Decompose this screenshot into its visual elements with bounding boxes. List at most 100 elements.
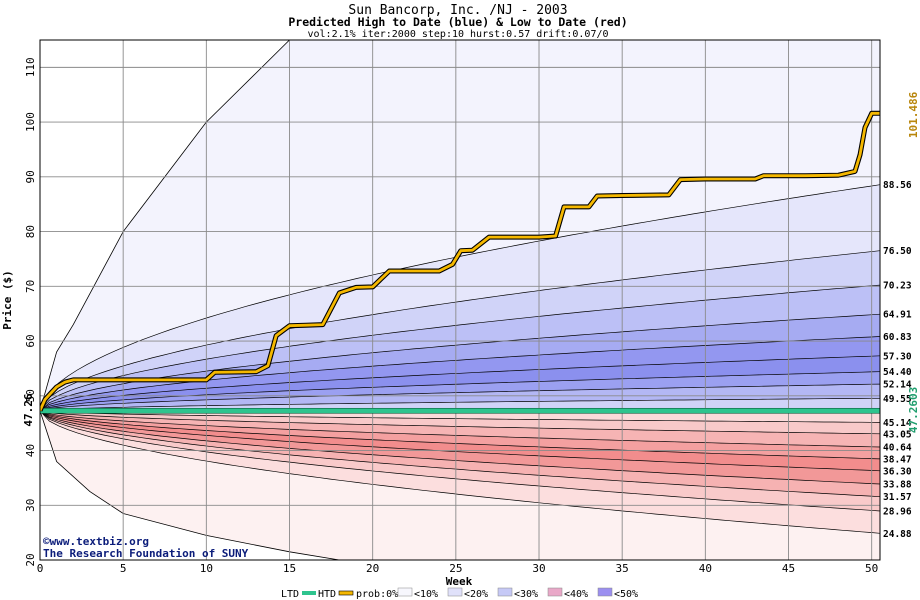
lower-band-value-label: 45.14 bbox=[883, 418, 912, 429]
legend-prob-swatch bbox=[547, 587, 563, 597]
upper-band-line-5 bbox=[40, 355, 880, 412]
lower-band-value-label: 24.88 bbox=[883, 529, 912, 540]
legend-prob-item-label: <20% bbox=[464, 589, 488, 600]
upper-band-value-label: 60.83 bbox=[883, 332, 912, 343]
lower-band-2 bbox=[40, 410, 880, 447]
upper-band-value-label: 88.56 bbox=[883, 180, 912, 191]
x-tick-label: 20 bbox=[366, 562, 379, 575]
y-tick-label: 50 bbox=[24, 389, 37, 402]
x-tick-label: 35 bbox=[616, 562, 629, 575]
y-tick-label: 30 bbox=[24, 499, 37, 512]
start-price-label: 47.26 bbox=[22, 393, 35, 426]
upper-band-line-8 bbox=[40, 397, 880, 412]
lower-band-line-8 bbox=[40, 410, 880, 534]
upper-band-5 bbox=[40, 355, 880, 411]
legend-prob-label: prob:0% bbox=[356, 589, 398, 600]
x-tick-label: 15 bbox=[283, 562, 296, 575]
watermark-line1: ©www.textbiz.org bbox=[43, 535, 149, 548]
chart-params: vol:2.1% iter:2000 step:10 hurst:0.57 dr… bbox=[307, 29, 608, 40]
lower-band-line-4 bbox=[40, 410, 880, 472]
lower-band-0 bbox=[40, 410, 880, 423]
upper-envelope-line bbox=[40, 40, 290, 411]
plot-frame bbox=[39, 39, 881, 561]
chart-subtitle: Predicted High to Date (blue) & Low to D… bbox=[288, 15, 627, 29]
plot-area: 0 5 10 15 20 25 30 35 40 45 50 20 30 40 50 60 70 80 90 100 1… bbox=[24, 39, 912, 575]
legend-prob-item-label: <30% bbox=[514, 589, 538, 600]
upper-band-6 bbox=[40, 371, 880, 411]
ltd-final-label: 47.2603 bbox=[907, 387, 920, 433]
legend-prob-swatch bbox=[597, 587, 613, 597]
legend-prob-item-label: <10% bbox=[414, 589, 438, 600]
lower-band-5 bbox=[40, 410, 880, 484]
lower-band-value-label: 36.30 bbox=[883, 466, 912, 477]
y-tick-label: 90 bbox=[24, 170, 37, 183]
y-axis-label: Price ($) bbox=[1, 270, 14, 330]
lower-band-value-label: 33.88 bbox=[883, 480, 912, 491]
upper-band-line-4 bbox=[40, 336, 880, 412]
x-tick-label: 50 bbox=[865, 562, 878, 575]
legend-ltd-label: LTD bbox=[281, 589, 299, 600]
lower-band-line-2 bbox=[40, 410, 880, 448]
lower-band-6 bbox=[40, 410, 880, 497]
legend-prob-item-label: <40% bbox=[564, 589, 588, 600]
ltd-line bbox=[40, 407, 880, 414]
watermark-line2: The Research Foundation of SUNY bbox=[43, 547, 249, 560]
lower-band-line-7 bbox=[40, 410, 880, 512]
lower-band-4 bbox=[40, 410, 880, 471]
y-tick-label: 80 bbox=[24, 225, 37, 238]
legend-prob-swatch bbox=[447, 587, 463, 597]
x-tick-label: 25 bbox=[449, 562, 462, 575]
plot-marks bbox=[40, 40, 880, 560]
lower-band-line-0 bbox=[40, 410, 880, 423]
legend-htd-label: HTD bbox=[318, 589, 336, 600]
lower-band-3 bbox=[40, 410, 880, 459]
x-tick-label: 30 bbox=[532, 562, 545, 575]
lower-band-line-5 bbox=[40, 410, 880, 485]
lower-band-8 bbox=[40, 410, 880, 534]
y-tick-label: 20 bbox=[24, 553, 37, 566]
y-tick-label: 70 bbox=[24, 280, 37, 293]
x-axis-label: Week bbox=[446, 575, 473, 588]
legend-ltd-swatch bbox=[302, 591, 316, 595]
x-tick-label: 40 bbox=[699, 562, 712, 575]
htd-line bbox=[40, 111, 880, 412]
upper-band-value-label: 52.14 bbox=[883, 380, 912, 391]
lower-band-7 bbox=[40, 410, 880, 511]
lower-band-value-label: 31.57 bbox=[883, 492, 912, 503]
upper-band-value-label: 76.50 bbox=[883, 246, 912, 257]
lower-band-line-1 bbox=[40, 410, 880, 435]
y-tick-label: 100 bbox=[24, 112, 37, 132]
legend-htd-swatch bbox=[338, 590, 354, 596]
lower-band-line-6 bbox=[40, 410, 880, 498]
lower-band-line-3 bbox=[40, 410, 880, 460]
upper-band-1 bbox=[40, 250, 880, 411]
upper-band-value-label: 57.30 bbox=[883, 351, 912, 362]
upper-band-line-3 bbox=[40, 313, 880, 412]
x-tick-label: 5 bbox=[120, 562, 127, 575]
legend-prob-item-label: <50% bbox=[614, 589, 638, 600]
upper-band-line-2 bbox=[40, 284, 880, 412]
upper-band-value-label: 49.55 bbox=[883, 394, 912, 405]
upper-band-value-label: 54.40 bbox=[883, 367, 912, 378]
legend-prob-swatch bbox=[397, 587, 413, 597]
lower-band-value-label: 38.47 bbox=[883, 454, 912, 465]
lower-band-value-label: 43.05 bbox=[883, 429, 912, 440]
y-tick-label: 40 bbox=[24, 444, 37, 457]
lower-band-value-label: 40.64 bbox=[883, 443, 912, 454]
upper-band-line-7 bbox=[40, 383, 880, 412]
upper-band-line-1 bbox=[40, 250, 880, 411]
upper-band-4 bbox=[40, 336, 880, 411]
upper-band-value-label: 70.23 bbox=[883, 281, 912, 292]
legend-prob-swatch bbox=[497, 587, 513, 597]
y-tick-label: 60 bbox=[24, 334, 37, 347]
x-tick-label: 10 bbox=[200, 562, 213, 575]
x-tick-label: 45 bbox=[782, 562, 795, 575]
htd-final-label: 101.486 bbox=[907, 91, 920, 138]
x-tick-label: 0 bbox=[37, 562, 44, 575]
lower-band-value-label: 28.96 bbox=[883, 506, 912, 517]
upper-band-3 bbox=[40, 314, 880, 411]
legend: LTD HTD prob:0% <10% <20% <30% <40% <50% bbox=[281, 587, 638, 600]
upper-band-value-label: 64.91 bbox=[883, 310, 912, 321]
upper-band-0 bbox=[40, 184, 880, 411]
